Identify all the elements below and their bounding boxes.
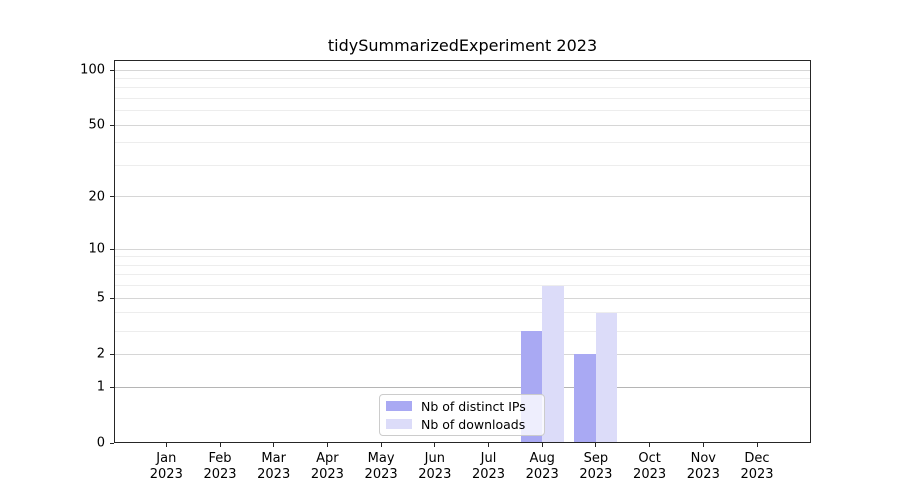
x-tick-mark: [219, 443, 221, 447]
x-tick-year: 2023: [257, 467, 291, 482]
y-gridline-minor: [114, 77, 811, 79]
x-tick-year: 2023: [149, 467, 183, 482]
x-tick-mark: [326, 443, 328, 447]
x-tick-label: Oct 2023: [615, 451, 685, 483]
y-gridline-minor: [114, 165, 811, 166]
legend-label: Nb of downloads: [421, 416, 526, 432]
x-tick-month: Nov: [690, 451, 716, 466]
plot-area: [114, 60, 811, 443]
y-gridline-minor: [114, 87, 811, 89]
x-tick-mark: [273, 443, 275, 447]
x-tick-year: 2023: [310, 467, 344, 482]
y-tick-mark: [110, 386, 114, 388]
y-gridline-minor: [114, 312, 811, 314]
y-gridline-major: [114, 297, 811, 299]
x-tick-month: Jul: [480, 451, 497, 466]
x-tick-month: May: [367, 451, 395, 466]
bar-downloads: [595, 312, 618, 443]
y-gridline-major: [114, 196, 811, 198]
y-tick-label: 10: [88, 241, 105, 257]
x-tick-mark: [541, 443, 543, 447]
x-tick-label: May 2023: [346, 451, 416, 483]
y-tick-mark: [110, 196, 114, 198]
x-tick-label: Dec 2023: [722, 451, 792, 483]
x-tick-year: 2023: [418, 467, 452, 482]
x-tick-mark: [702, 443, 704, 447]
y-gridline-major: [114, 353, 811, 355]
x-tick-year: 2023: [740, 467, 774, 482]
y-tick-label: 50: [88, 117, 105, 133]
y-gridline-major: [114, 248, 811, 250]
y-gridline-minor: [114, 110, 811, 112]
x-tick-mark: [649, 443, 651, 447]
legend-item: Nb of downloads: [386, 416, 538, 432]
y-gridline-major: [114, 69, 811, 71]
y-tick-label: 100: [80, 62, 105, 78]
x-tick-label: Jan 2023: [131, 451, 201, 483]
x-tick-year: 2023: [364, 467, 398, 482]
x-tick-year: 2023: [633, 467, 667, 482]
x-tick-month: Dec: [744, 451, 770, 466]
y-gridline-minor: [114, 98, 811, 99]
x-tick-mark: [380, 443, 382, 447]
y-tick-mark: [110, 297, 114, 299]
plot-frame: [114, 60, 811, 443]
y-tick-label: 0: [96, 435, 105, 451]
x-tick-month: Jan: [156, 451, 177, 466]
y-tick-label: 5: [96, 290, 105, 306]
x-tick-month: Feb: [208, 451, 232, 466]
x-tick-label: Jul 2023: [454, 451, 524, 483]
x-tick-label: Nov 2023: [668, 451, 738, 483]
x-tick-year: 2023: [525, 467, 559, 482]
y-tick-label: 2: [96, 346, 105, 362]
legend: Nb of distinct IPs Nb of downloads: [379, 394, 545, 436]
x-tick-label: Aug 2023: [507, 451, 577, 483]
legend-label: Nb of distinct IPs: [421, 398, 526, 414]
bar-distinct-ips: [574, 354, 596, 443]
x-tick-mark: [165, 443, 167, 447]
y-gridline-major: [114, 386, 811, 388]
y-tick-label: 1: [96, 379, 105, 395]
y-tick-mark: [110, 69, 114, 71]
x-tick-label: Jun 2023: [400, 451, 470, 483]
x-tick-year: 2023: [203, 467, 237, 482]
x-tick-year: 2023: [686, 467, 720, 482]
y-gridline-major: [114, 124, 811, 126]
x-tick-month: Oct: [638, 451, 661, 466]
x-tick-year: 2023: [579, 467, 613, 482]
x-tick-mark: [434, 443, 436, 447]
bar-downloads: [542, 285, 564, 443]
y-tick-mark: [110, 248, 114, 250]
y-gridline-minor: [114, 256, 811, 258]
y-gridline-minor: [114, 330, 811, 332]
y-gridline-minor: [114, 285, 811, 287]
x-tick-month: Jun: [424, 451, 445, 466]
x-tick-mark: [756, 443, 758, 447]
y-gridline-minor: [114, 274, 811, 276]
y-tick-mark: [110, 353, 114, 355]
x-tick-month: Aug: [529, 451, 555, 466]
x-tick-year: 2023: [471, 467, 506, 482]
legend-swatch: [386, 419, 412, 429]
y-gridline-minor: [114, 264, 811, 266]
x-tick-mark: [595, 443, 597, 447]
x-tick-label: Feb 2023: [185, 451, 255, 483]
x-tick-month: Mar: [261, 451, 286, 466]
x-tick-label: Sep 2023: [561, 451, 631, 483]
chart-title: tidySummarizedExperiment 2023: [327, 36, 598, 55]
y-tick-mark: [110, 442, 114, 444]
legend-swatch: [386, 401, 412, 411]
x-tick-label: Apr 2023: [292, 451, 362, 483]
y-tick-mark: [110, 124, 114, 126]
x-tick-month: Sep: [583, 451, 609, 466]
legend-item: Nb of distinct IPs: [386, 398, 538, 414]
y-tick-label: 20: [88, 189, 105, 205]
x-tick-month: Apr: [316, 451, 339, 466]
y-gridline-minor: [114, 142, 811, 144]
x-tick-label: Mar 2023: [239, 451, 309, 483]
x-tick-mark: [488, 443, 489, 447]
